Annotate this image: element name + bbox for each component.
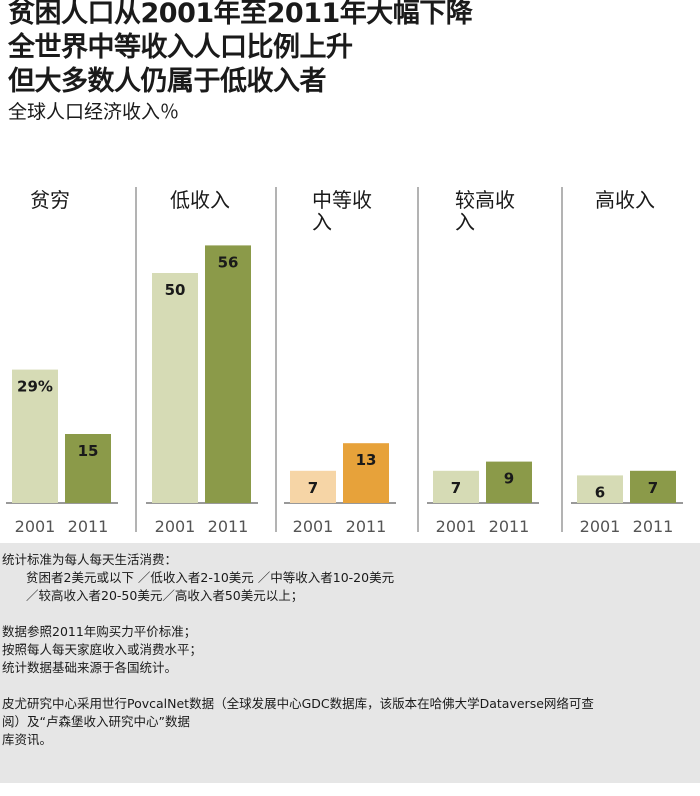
bar	[12, 369, 58, 503]
bar	[577, 475, 623, 503]
bar-value-label: 56	[218, 253, 239, 271]
source-note-3: 库资讯。	[2, 732, 53, 747]
bar-value-label: 6	[595, 483, 605, 501]
footnotes: 统计标准为每人每天生活消费： 贫困者2美元或以下 ／低收入者2-10美元 ／中等…	[0, 543, 700, 783]
category-label: 中等收入	[312, 188, 372, 234]
source-note-1: 皮尤研究中心采用世行PovcalNet数据（全球发展中心GDC数据库，该版本在哈…	[2, 696, 594, 711]
bar-value-label: 9	[504, 470, 514, 488]
year-tick-label: 2011	[208, 517, 249, 536]
year-tick-label: 2011	[489, 517, 530, 536]
title-block: 贫困人口从2001年至2011年大幅下降 全世界中等收入人口比例上升 但大多数人…	[8, 0, 473, 123]
bar-value-label: 7	[308, 479, 318, 497]
bar	[65, 434, 111, 503]
year-tick-label: 2011	[346, 517, 387, 536]
bar-value-label: 50	[165, 281, 186, 299]
bar-value-label: 13	[356, 451, 377, 469]
criteria-line-2: ／较高收入者20-50美元／高收入者50美元以上；	[26, 588, 304, 603]
category-label: 较高收入	[455, 188, 515, 234]
year-tick-label: 2011	[633, 517, 674, 536]
bar-value-label: 29%	[17, 378, 53, 396]
bar	[630, 470, 676, 503]
bar	[205, 245, 251, 503]
year-tick-label: 2011	[68, 517, 109, 536]
year-tick-label: 2001	[580, 517, 621, 536]
bar	[343, 443, 389, 503]
bar	[433, 470, 479, 503]
title-line-3: 但大多数人仍属于低收入者	[8, 66, 327, 97]
bar-value-label: 15	[78, 442, 99, 460]
category-label: 低收入	[170, 188, 230, 212]
data-note-3: 统计数据基础来源于各国统计。	[2, 660, 178, 675]
criteria-heading: 统计标准为每人每天生活消费：	[2, 552, 178, 567]
year-tick-label: 2001	[15, 517, 56, 536]
title-line-1: 贫困人口从2001年至2011年大幅下降	[8, 0, 473, 29]
year-tick-label: 2001	[293, 517, 334, 536]
year-tick-label: 2001	[436, 517, 477, 536]
category-label: 贫穷	[30, 188, 70, 212]
data-note-1: 数据参照2011年购买力平价标准；	[2, 624, 197, 639]
income-bar-chart: 贫穷 29% 2001 15 2011 低收入 50 2001 56 2011 中等收入 7 2001 1…	[6, 187, 683, 536]
bar	[290, 470, 336, 503]
bar-value-label: 7	[648, 479, 658, 497]
category-label: 高收入	[595, 188, 655, 212]
data-note-2: 按照每人每天家庭收入或消费水平；	[2, 642, 203, 657]
chart-subtitle: 全球人口经济收入％	[8, 101, 180, 123]
source-note-2: 阅）及“卢森堡收入研究中心”数据	[2, 714, 190, 729]
bar-value-label: 7	[451, 479, 461, 497]
year-tick-label: 2001	[155, 517, 196, 536]
bar	[152, 273, 198, 503]
criteria-line-1: 贫困者2美元或以下 ／低收入者2-10美元 ／中等收入者10-20美元	[26, 570, 395, 585]
bar	[486, 461, 532, 503]
title-line-2: 全世界中等收入人口比例上升	[8, 32, 353, 63]
